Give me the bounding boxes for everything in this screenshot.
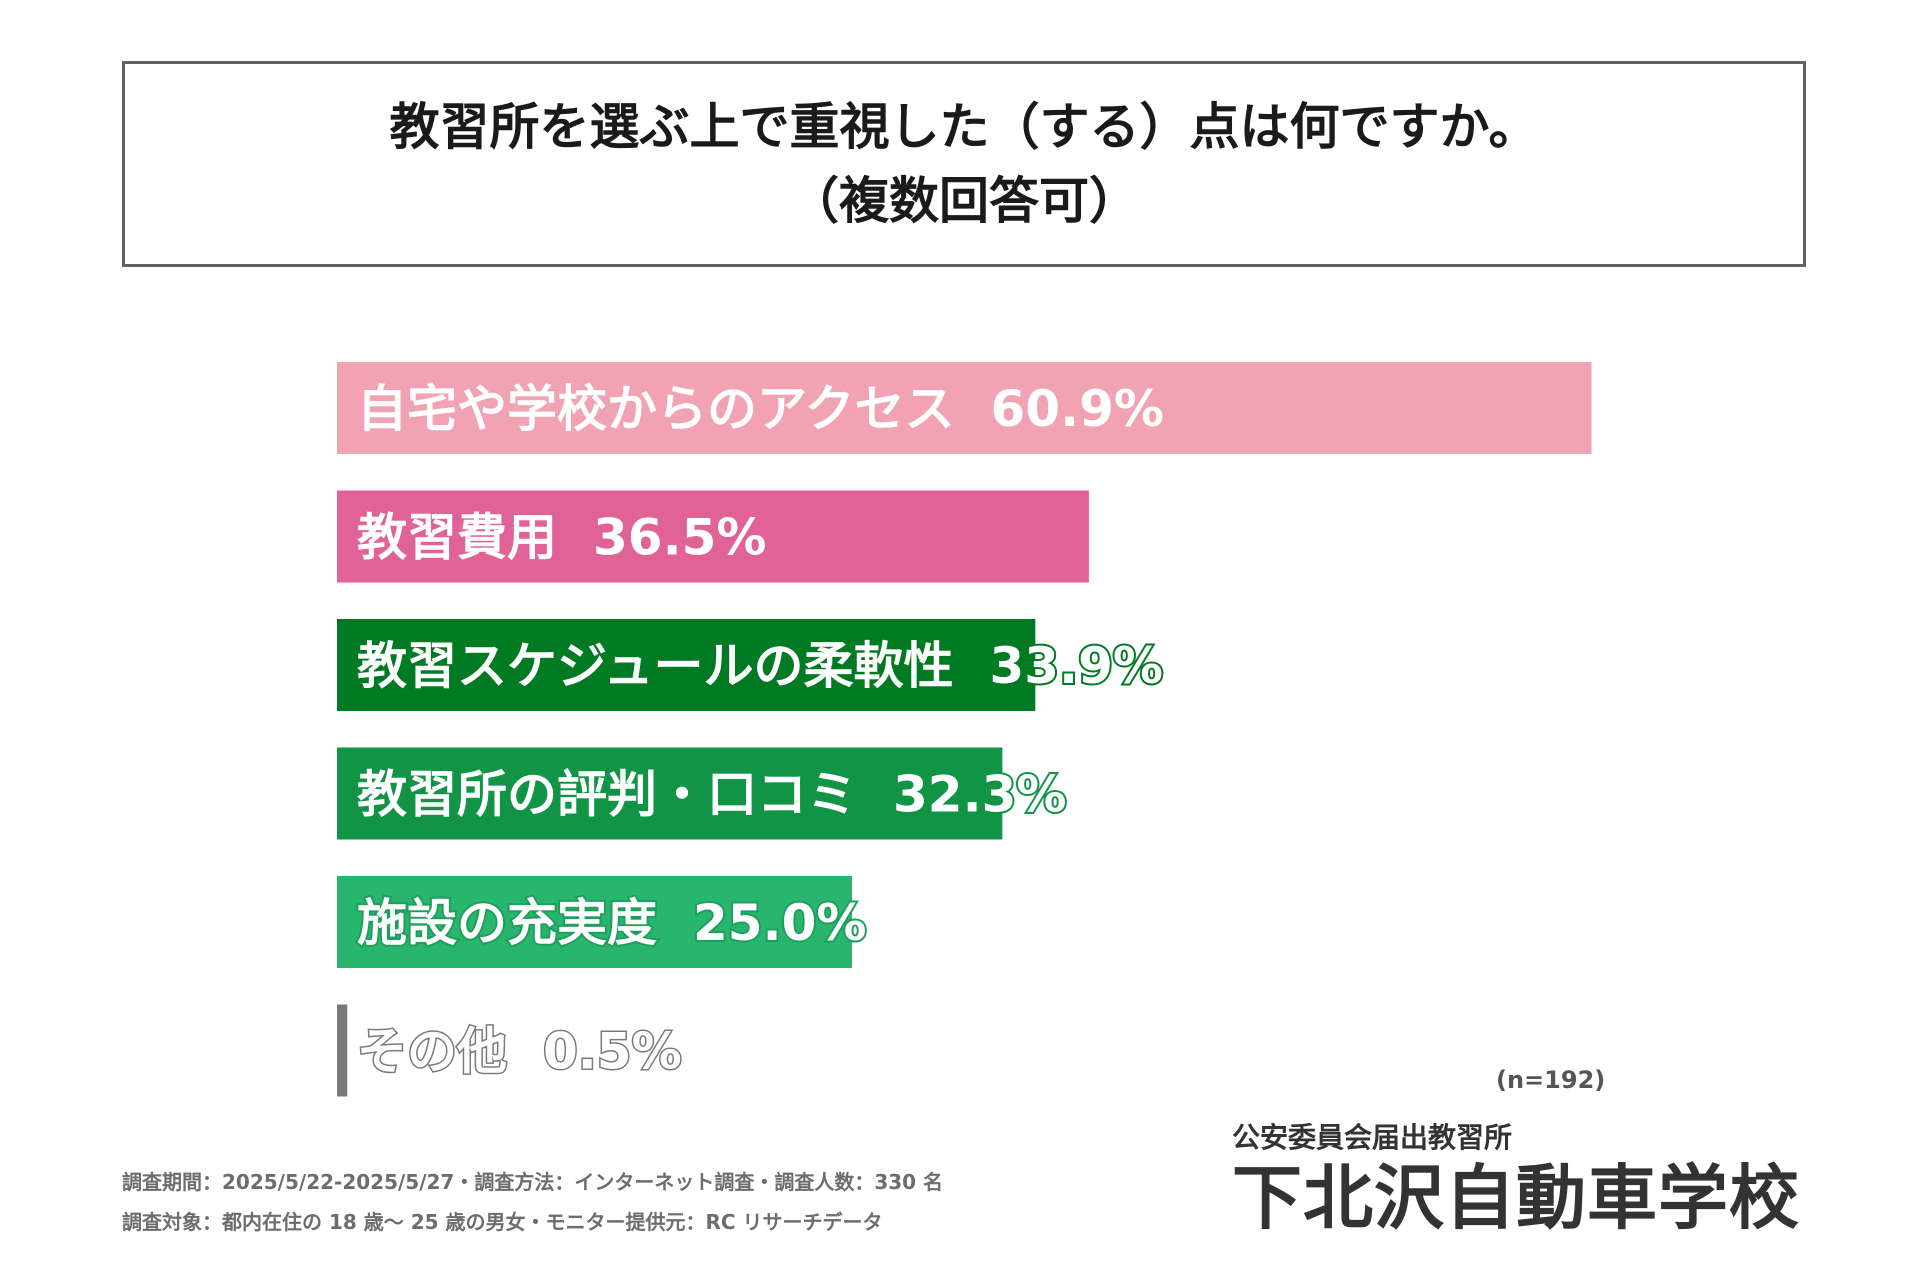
bar-5 bbox=[337, 876, 852, 968]
chart-title-line-2: （複数回答可） bbox=[789, 172, 1139, 230]
brand-subtitle: 公安委員会届出教習所 bbox=[1232, 1121, 1513, 1154]
brand-name: 下北沢自動車学校 bbox=[1232, 1157, 1800, 1239]
category-label-4: 教習所の評判・口コミ bbox=[357, 766, 857, 824]
bar-label-4: 教習所の評判・口コミ 32.3% bbox=[357, 766, 1066, 824]
category-label-5: 施設の充実度 bbox=[357, 894, 657, 952]
bar-6 bbox=[337, 1004, 348, 1097]
survey-notes: 調査期間：2025/5/22-2025/5/27・調査方法：インターネット調査・… bbox=[122, 1162, 943, 1242]
bar-chart: 自宅や学校からのアクセス 60.9% 教習費用 36.5% 教習スケジュールの柔軟性 33… bbox=[337, 362, 1592, 1097]
value-label-5: 25.0% bbox=[693, 894, 866, 952]
chart-title-line-1: 教習所を選ぶ上で重視した（する）点は何ですか。 bbox=[389, 98, 1539, 156]
category-label-2: 教習費用 bbox=[357, 509, 557, 567]
value-label-1: 60.9% bbox=[991, 380, 1164, 438]
bar-label-5: 施設の充実度 25.0% bbox=[357, 894, 866, 952]
bar-4 bbox=[337, 747, 1003, 840]
survey-note-line-2: 調査対象：都内在住の 18 歳～ 25 歳の男女・モニター提供元：RC リサーチ… bbox=[122, 1210, 883, 1234]
bar-label-6: その他 0.5% bbox=[357, 1023, 682, 1081]
bar-3 bbox=[337, 619, 1036, 711]
sample-size-label: (n=192) bbox=[1496, 1066, 1606, 1094]
bar-label-3: 教習スケジュールの柔軟性 33.9% bbox=[357, 637, 1163, 695]
value-label-6: 0.5% bbox=[543, 1023, 682, 1081]
survey-note-line-1: 調査期間：2025/5/22-2025/5/27・調査方法：インターネット調査・… bbox=[122, 1170, 944, 1194]
category-label-6: その他 bbox=[357, 1023, 507, 1081]
bar-label-1: 自宅や学校からのアクセス 60.9% bbox=[357, 380, 1164, 438]
category-label-1: 自宅や学校からのアクセス bbox=[357, 380, 955, 438]
brand-block: 公安委員会届出教習所 下北沢自動車学校 bbox=[1232, 1120, 1812, 1240]
category-label-3: 教習スケジュールの柔軟性 bbox=[357, 637, 954, 695]
bar-2 bbox=[337, 490, 1089, 583]
bar-1 bbox=[337, 362, 1592, 454]
value-label-2: 36.5% bbox=[593, 509, 766, 567]
title-box: 教習所を選ぶ上で重視した（する）点は何ですか。 （複数回答可） bbox=[122, 61, 1806, 267]
value-label-4: 32.3% bbox=[893, 766, 1066, 824]
value-label-3: 33.9% bbox=[990, 637, 1163, 695]
bar-label-2: 教習費用 36.5% bbox=[357, 509, 766, 567]
